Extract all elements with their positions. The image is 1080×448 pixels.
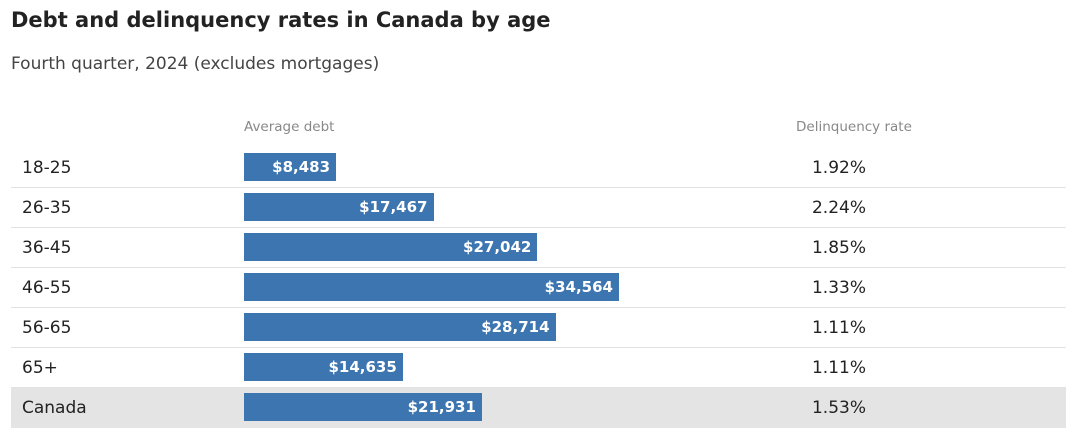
delinquency-rate-value: 1.11%: [811, 358, 866, 378]
debt-bar: $8,483: [244, 153, 337, 181]
data-table: 18-25 $8,483 1.92% 26-35 $17,467 2.24% 36-45 $2…: [11, 148, 1066, 428]
table-row: 46-55 $34,564 1.33%: [11, 268, 1066, 308]
debt-bar: $27,042: [244, 233, 538, 261]
table-row: 65+ $14,635 1.11%: [11, 348, 1066, 388]
chart-subtitle: Fourth quarter, 2024 (excludes mortgages…: [11, 54, 380, 74]
debt-bar-value-label: $27,042: [463, 238, 532, 256]
delinquency-rate-value: 1.11%: [811, 318, 866, 338]
delinquency-rate-value: 2.24%: [811, 198, 866, 218]
debt-bar-value-label: $8,483: [272, 158, 331, 176]
row-category-label: 65+: [22, 358, 58, 378]
row-category-label: 18-25: [22, 158, 72, 178]
column-header-average-debt: Average debt: [244, 119, 335, 135]
debt-bar-value-label: $17,467: [359, 198, 428, 216]
table-row: 18-25 $8,483 1.92%: [11, 148, 1066, 188]
row-category-label: Canada: [22, 398, 87, 418]
debt-bar: $34,564: [244, 273, 619, 301]
debt-bar-value-label: $34,564: [544, 278, 613, 296]
table-row: Canada $21,931 1.53%: [11, 388, 1066, 428]
delinquency-rate-value: 1.85%: [811, 238, 866, 258]
debt-bar: $28,714: [244, 313, 556, 341]
debt-bar: $17,467: [244, 193, 434, 221]
delinquency-rate-value: 1.92%: [811, 158, 866, 178]
row-category-label: 36-45: [22, 238, 72, 258]
debt-bar-value-label: $28,714: [481, 318, 550, 336]
debt-bar: $21,931: [244, 393, 482, 421]
table-row: 56-65 $28,714 1.11%: [11, 308, 1066, 348]
row-category-label: 46-55: [22, 278, 72, 298]
row-category-label: 56-65: [22, 318, 72, 338]
debt-bar: $14,635: [244, 353, 403, 381]
table-row: 26-35 $17,467 2.24%: [11, 188, 1066, 228]
table-row: 36-45 $27,042 1.85%: [11, 228, 1066, 268]
delinquency-rate-value: 1.53%: [811, 398, 866, 418]
row-category-label: 26-35: [22, 198, 72, 218]
debt-bar-value-label: $14,635: [328, 358, 397, 376]
column-header-delinquency-rate: Delinquency rate: [796, 119, 912, 135]
debt-bar-value-label: $21,931: [407, 398, 476, 416]
delinquency-rate-value: 1.33%: [811, 278, 866, 298]
chart-title: Debt and delinquency rates in Canada by …: [11, 8, 551, 32]
